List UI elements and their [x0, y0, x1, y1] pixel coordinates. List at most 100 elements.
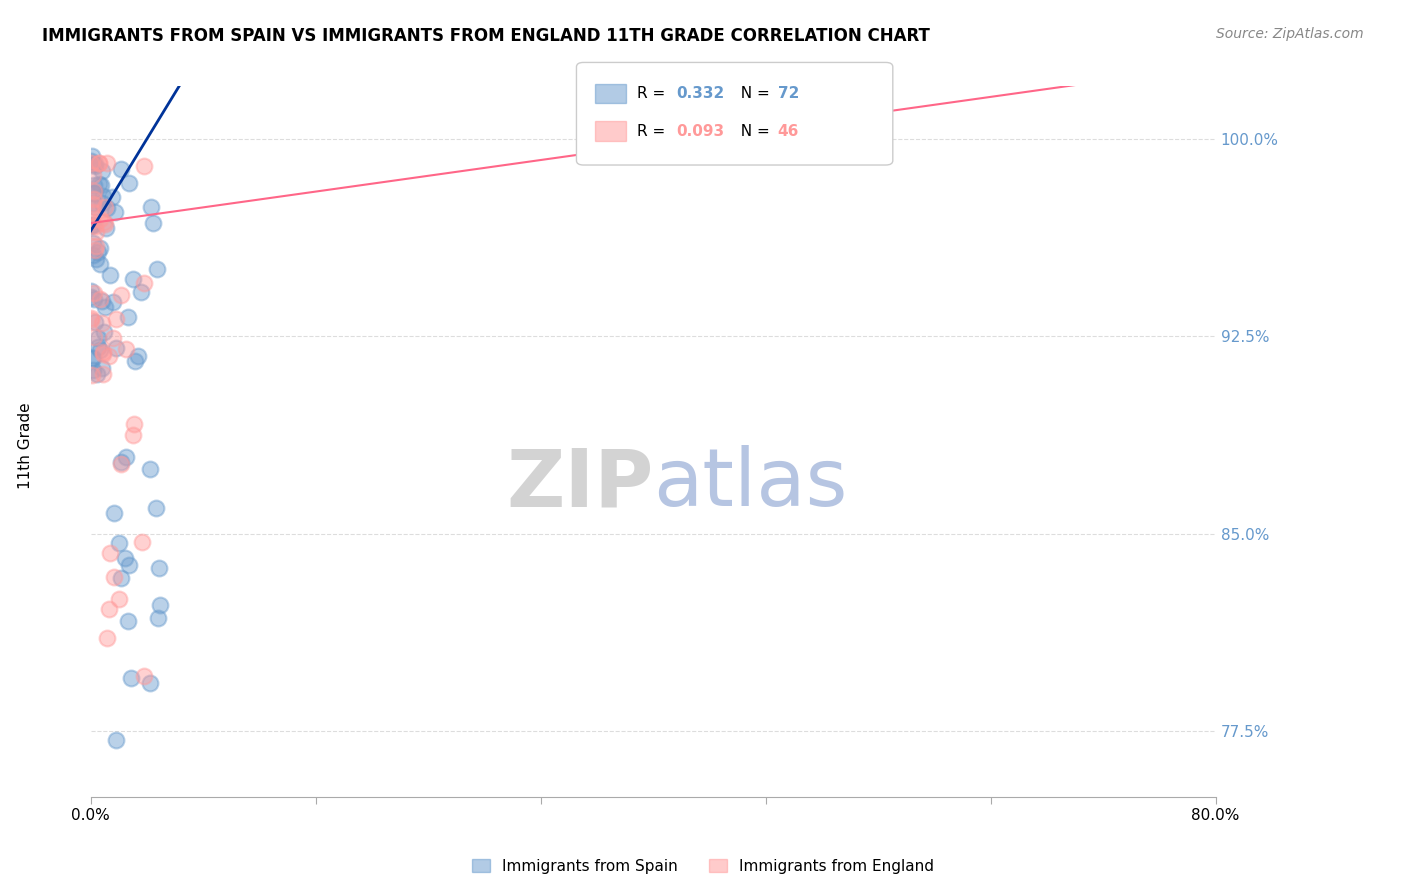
Point [89, 343, 111, 358]
Point [149, 598, 172, 612]
Point [146, 611, 169, 625]
Point [110, 455, 132, 469]
Point [643, 127, 665, 141]
Point [124, 353, 146, 368]
Point [110, 457, 132, 471]
Point [131, 535, 153, 549]
Point [89, 257, 111, 271]
Text: 11th Grade: 11th Grade [18, 402, 32, 490]
Point [83, 184, 105, 198]
Point [82, 362, 104, 376]
Point [127, 349, 149, 363]
Point [91, 164, 114, 178]
Point [100, 546, 122, 560]
Point [138, 462, 160, 476]
Point [87, 330, 110, 344]
Point [84, 186, 107, 201]
Point [83, 292, 105, 306]
Text: atlas: atlas [654, 445, 848, 523]
Point [121, 428, 143, 442]
Point [83, 286, 105, 301]
Point [103, 295, 125, 310]
Point [82, 168, 104, 182]
Point [141, 200, 163, 214]
Point [82, 197, 104, 211]
Point [98, 268, 121, 282]
Point [83, 330, 105, 344]
Text: N =: N = [731, 87, 775, 101]
Point [82, 205, 104, 219]
Point [91, 294, 114, 309]
Point [98, 601, 121, 615]
Point [90, 316, 112, 330]
Point [89, 292, 111, 306]
Point [96, 202, 118, 216]
Point [145, 501, 167, 516]
Point [94, 200, 117, 214]
Point [96, 632, 118, 646]
Point [90, 178, 112, 192]
Point [91, 196, 114, 211]
Point [82, 351, 104, 366]
Point [118, 558, 141, 573]
Text: N =: N = [731, 124, 775, 138]
Point [91, 347, 114, 361]
Point [80, 219, 103, 233]
Point [80, 284, 103, 298]
Point [91, 367, 114, 381]
Text: 0.332: 0.332 [676, 87, 724, 101]
Point [82, 186, 104, 201]
Text: 72: 72 [778, 87, 799, 101]
Point [94, 300, 117, 314]
Text: 0.093: 0.093 [676, 124, 724, 138]
Point [80, 312, 103, 326]
Point [97, 349, 120, 363]
Point [132, 276, 155, 290]
Point [91, 188, 114, 202]
Point [86, 225, 108, 239]
Point [83, 192, 105, 206]
Text: R =: R = [637, 87, 671, 101]
Point [82, 148, 104, 162]
Point [104, 205, 127, 219]
Point [84, 157, 107, 171]
Point [146, 261, 169, 276]
Point [87, 340, 110, 354]
Point [134, 669, 156, 683]
Point [117, 310, 139, 324]
Point [148, 561, 170, 575]
Point [118, 176, 141, 190]
Text: ZIP: ZIP [506, 445, 654, 523]
Point [122, 417, 145, 431]
Point [120, 671, 142, 685]
Legend: Immigrants from Spain, Immigrants from England: Immigrants from Spain, Immigrants from E… [465, 853, 941, 880]
Point [110, 288, 132, 302]
Point [83, 244, 105, 258]
Point [80, 214, 103, 228]
Text: Source: ZipAtlas.com: Source: ZipAtlas.com [1216, 27, 1364, 41]
Point [89, 156, 111, 170]
Point [89, 178, 111, 192]
Point [86, 252, 108, 266]
Text: 46: 46 [778, 124, 799, 138]
Point [96, 156, 118, 170]
Point [80, 368, 103, 382]
Point [114, 450, 136, 465]
Point [103, 331, 125, 345]
Point [84, 239, 107, 253]
Point [84, 315, 107, 329]
Point [82, 248, 104, 262]
Point [139, 676, 162, 690]
Point [122, 271, 145, 285]
Point [86, 368, 108, 382]
Point [114, 550, 136, 565]
Point [80, 153, 103, 168]
Point [110, 162, 132, 177]
Point [107, 536, 129, 550]
Point [84, 159, 107, 173]
Point [117, 615, 139, 629]
Point [105, 733, 128, 747]
Point [100, 190, 122, 204]
Point [91, 361, 114, 376]
Point [80, 351, 103, 365]
